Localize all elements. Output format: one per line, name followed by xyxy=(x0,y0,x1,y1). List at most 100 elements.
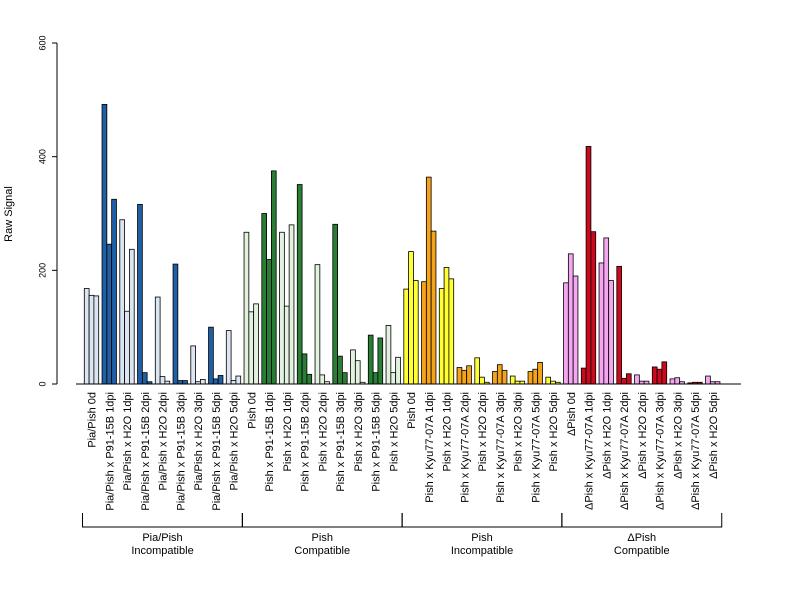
bar xyxy=(580,367,587,385)
bar xyxy=(390,372,397,385)
bar xyxy=(563,282,569,385)
bar xyxy=(456,367,463,385)
group-label-line1: Pish xyxy=(471,532,492,544)
x-tick-label: ΔPish x H2O 2dpi xyxy=(637,392,649,479)
bar xyxy=(319,374,326,385)
group-label-line2: Compatible xyxy=(294,545,350,557)
bar xyxy=(182,380,188,385)
bar xyxy=(466,365,472,385)
bar xyxy=(372,372,379,385)
bar xyxy=(296,184,303,385)
bar xyxy=(377,337,384,385)
bar xyxy=(367,334,374,385)
x-tick-label: ΔPish x Kyu77-07A 3dpi xyxy=(655,392,667,510)
x-tick-label: Pia/Pish x P91-15B 3dpi xyxy=(175,392,187,511)
bar xyxy=(545,376,551,385)
bar xyxy=(527,371,534,385)
bar xyxy=(235,375,242,385)
bar xyxy=(332,223,338,385)
y-axis-label: Raw Signal xyxy=(3,186,15,242)
group-bracket xyxy=(561,513,723,528)
bar xyxy=(626,373,632,385)
bar xyxy=(154,296,161,385)
y-tick-label: 200 xyxy=(37,263,47,278)
x-tick-label: Pish x P91-15B 3dpi xyxy=(335,392,347,492)
x-tick-label: Pish x P91-15B 1dpi xyxy=(264,392,276,492)
x-tick-label: Pish x P91-15B 2dpi xyxy=(300,392,312,492)
group-label-line2: Incompatible xyxy=(451,545,513,557)
x-tick-label: Pish 0d xyxy=(406,392,418,429)
y-tick-label: 400 xyxy=(37,149,47,164)
bar xyxy=(674,377,681,385)
bar xyxy=(590,231,597,385)
bar xyxy=(448,278,455,385)
bar xyxy=(177,380,184,385)
bar xyxy=(350,349,356,385)
x-tick-label: Pia/Pish x H2O 5dpi xyxy=(229,392,241,490)
bar xyxy=(279,231,285,385)
bar xyxy=(261,213,267,385)
bar xyxy=(474,357,480,385)
bar xyxy=(408,251,414,385)
x-tick-label: ΔPish 0d xyxy=(566,392,578,436)
bar xyxy=(270,170,277,385)
bar xyxy=(492,371,498,385)
bar xyxy=(421,281,427,385)
bar xyxy=(621,377,627,385)
bar xyxy=(253,303,259,385)
bar xyxy=(111,198,117,385)
bar xyxy=(159,376,166,385)
bar xyxy=(301,353,308,385)
group-bracket xyxy=(241,513,403,528)
bar xyxy=(93,295,100,385)
x-tick-label: Pish x H2O 1dpi xyxy=(442,392,454,471)
bar xyxy=(532,368,539,385)
bar xyxy=(430,230,437,385)
bar xyxy=(616,265,622,385)
bar xyxy=(119,219,126,385)
x-tick-label: Pish x Kyu77-07A 3dpi xyxy=(495,392,507,503)
bar xyxy=(225,330,232,385)
x-tick-label: Pish x H2O 5dpi xyxy=(388,392,400,471)
x-tick-label: Pia/Pish x H2O 3dpi xyxy=(193,392,205,490)
bar xyxy=(88,294,95,385)
x-tick-label: Pish x H2O 2dpi xyxy=(477,392,489,471)
x-tick-label: ΔPish x Kyu77-07A 1dpi xyxy=(584,392,596,510)
bar xyxy=(603,237,610,385)
bar xyxy=(705,375,711,385)
x-tick-label: Pia/Pish x P91-15B 1dpi xyxy=(104,392,116,511)
bar xyxy=(669,378,676,385)
x-tick-label: Pish x P91-15B 5dpi xyxy=(371,392,383,492)
bar xyxy=(141,372,148,385)
bar xyxy=(412,280,419,385)
bar xyxy=(496,364,503,385)
bar xyxy=(567,253,574,385)
bar xyxy=(598,262,605,385)
x-tick-label: Pish x H2O 1dpi xyxy=(282,392,294,471)
bar xyxy=(199,379,206,385)
x-tick-label: ΔPish x H2O 5dpi xyxy=(708,392,720,479)
x-tick-label: Pish x H2O 3dpi xyxy=(513,392,525,471)
group-brackets: Pia/PishIncompatiblePishCompatiblePishIn… xyxy=(82,513,723,557)
bar xyxy=(509,375,516,385)
group-bracket xyxy=(82,513,243,528)
y-tick-label: 600 xyxy=(37,35,47,50)
x-tick-label: Pish x Kyu77-07A 1dpi xyxy=(424,392,436,503)
bar xyxy=(425,176,432,385)
bar xyxy=(230,380,237,385)
x-tick-label: ΔPish x Kyu77-07A 5dpi xyxy=(690,392,702,510)
bar xyxy=(385,325,392,385)
x-tick-label: Pia/Pish x H2O 2dpi xyxy=(158,392,170,490)
bar xyxy=(137,204,143,385)
bar xyxy=(661,361,668,385)
x-tick-label: Pish x H2O 5dpi xyxy=(548,392,560,471)
bar xyxy=(634,374,640,385)
bar xyxy=(208,326,214,385)
bar xyxy=(190,345,197,385)
bar xyxy=(443,267,450,385)
bar xyxy=(354,360,361,385)
group-label-line1: Pish xyxy=(312,532,333,544)
group-label-line2: Incompatible xyxy=(131,545,193,557)
x-tick-label: Pish x Kyu77-07A 5dpi xyxy=(530,392,542,503)
